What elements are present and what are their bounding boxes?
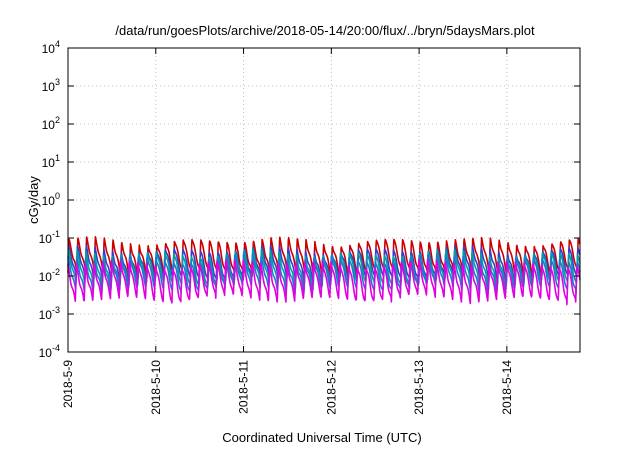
y-axis-label: cGy/day bbox=[26, 176, 41, 224]
axes: 10-4 10-3 10-2 10-1 100 101 102 103 104 2018-5-9 2… bbox=[39, 39, 581, 415]
plot-frame bbox=[67, 47, 581, 353]
series-line bbox=[67, 258, 581, 306]
series-line bbox=[67, 253, 581, 296]
x-tick-label: 2018-5-14 bbox=[500, 360, 514, 415]
y-tick-label: 10-4 bbox=[39, 343, 60, 360]
x-tick-label: 2018-5-12 bbox=[324, 360, 338, 415]
y-tick-label: 10-2 bbox=[39, 267, 60, 284]
y-tick-label: 103 bbox=[42, 77, 60, 94]
y-tick-label: 100 bbox=[42, 191, 60, 208]
y-tick-label: 10-3 bbox=[39, 305, 60, 322]
y-tick-label: 10-1 bbox=[39, 229, 60, 246]
x-tick-label: 2018-5-9 bbox=[61, 360, 75, 408]
x-tick-label: 2018-5-11 bbox=[237, 360, 251, 414]
x-axis-label: Coordinated Universal Time (UTC) bbox=[222, 430, 421, 445]
y-tick-label: 101 bbox=[42, 153, 60, 170]
series-line bbox=[67, 236, 581, 280]
x-tick-label: 2018-5-10 bbox=[149, 360, 163, 415]
y-tick-label: 104 bbox=[42, 39, 60, 56]
x-tick-label: 2018-5-13 bbox=[412, 360, 426, 415]
chart-title: /data/run/goesPlots/archive/2018-05-14/2… bbox=[115, 23, 535, 38]
y-tick-label: 102 bbox=[42, 115, 60, 132]
grid bbox=[67, 47, 580, 353]
series-group bbox=[67, 236, 581, 306]
